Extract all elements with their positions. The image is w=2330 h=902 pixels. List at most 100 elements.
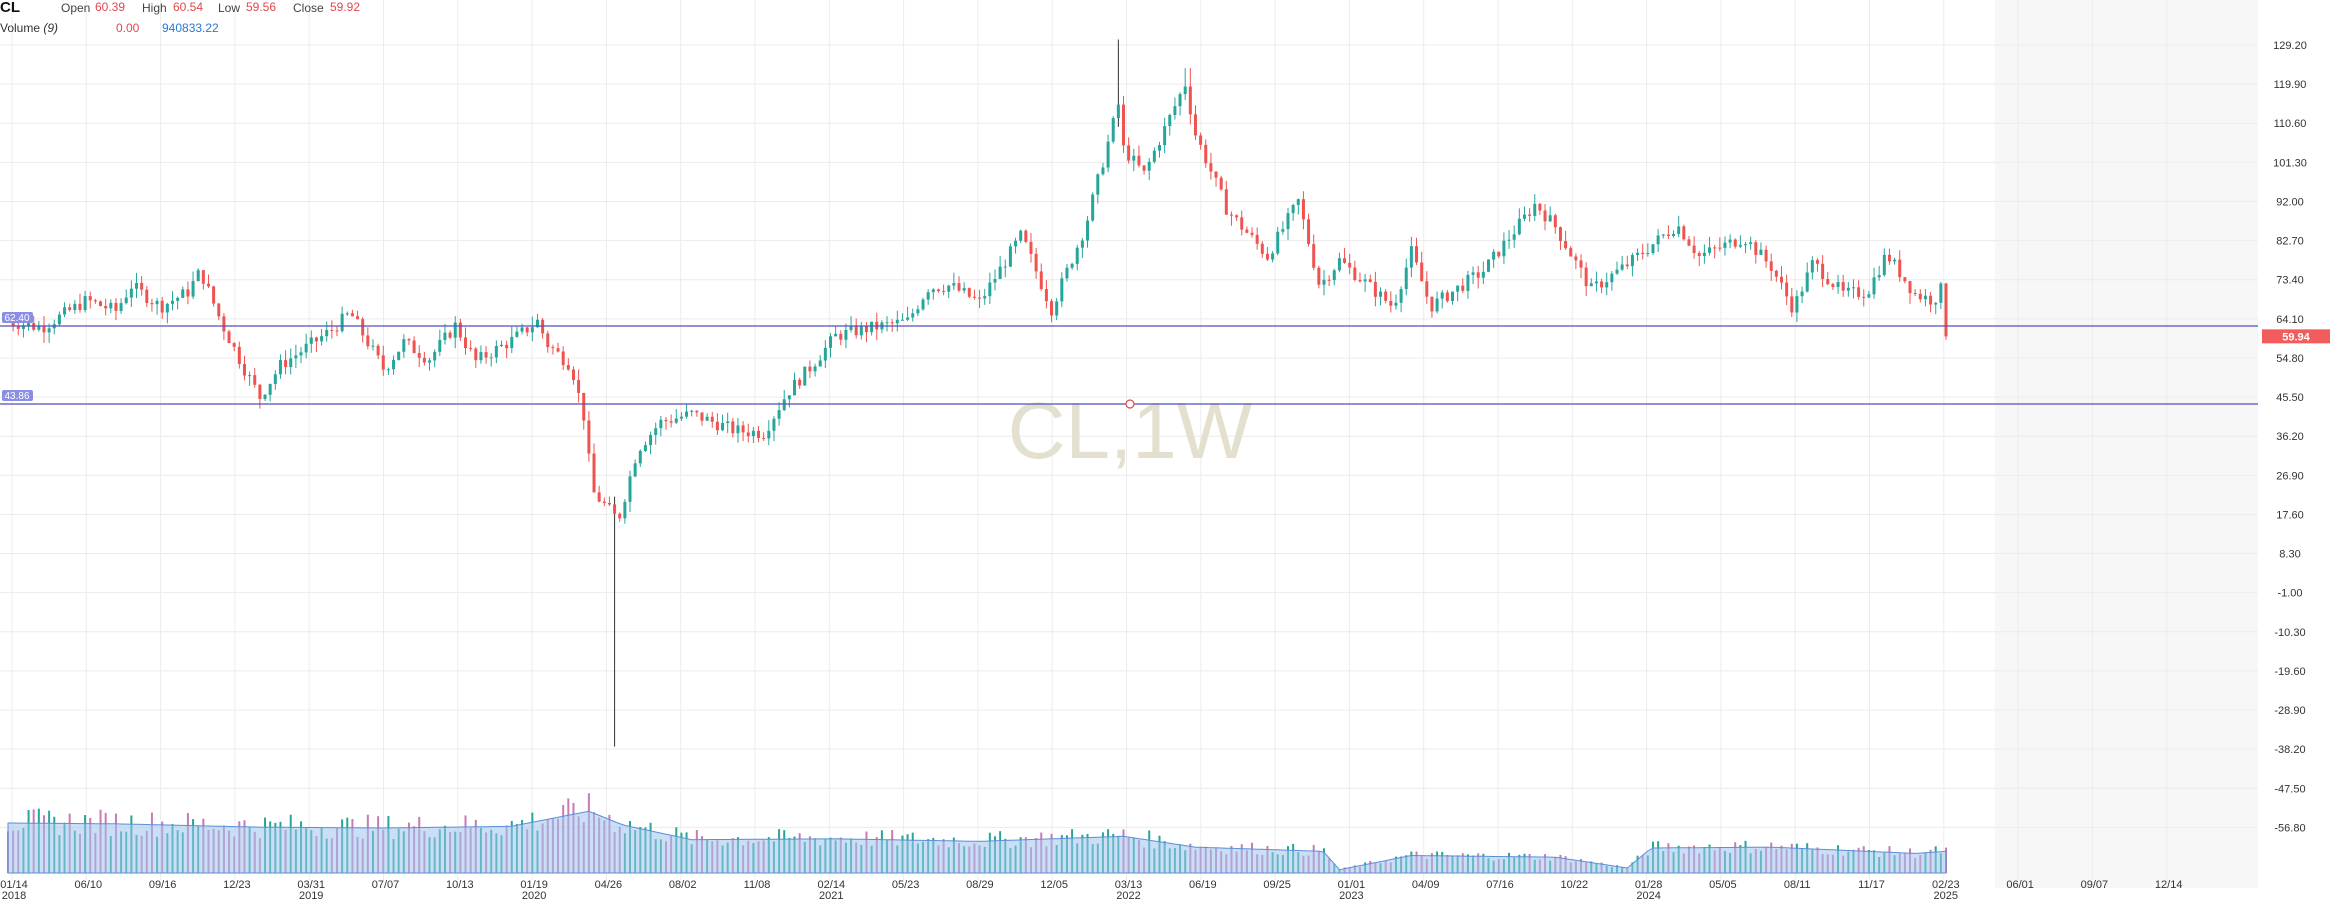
y-tick-label: 26.90 bbox=[2276, 470, 2304, 482]
candle-body bbox=[1620, 264, 1624, 270]
candle-body bbox=[412, 340, 416, 354]
candle-body bbox=[1348, 262, 1352, 268]
candle-body bbox=[1821, 263, 1825, 279]
candle-body bbox=[1790, 296, 1794, 313]
candle-body bbox=[1836, 282, 1840, 288]
candle bbox=[1235, 214, 1239, 221]
candle bbox=[1939, 281, 1943, 310]
candle bbox=[685, 403, 689, 419]
candle-body bbox=[1111, 118, 1115, 142]
candle bbox=[1116, 39, 1120, 127]
candle-body bbox=[1553, 215, 1557, 228]
candle-body bbox=[1903, 277, 1907, 282]
candle bbox=[813, 363, 817, 377]
candle-body bbox=[1358, 280, 1362, 282]
candle bbox=[767, 420, 771, 446]
candle-body bbox=[1466, 274, 1470, 291]
candle-body bbox=[386, 369, 390, 371]
candle bbox=[1522, 206, 1526, 222]
candle-body bbox=[186, 289, 190, 297]
open-value: 60.39 bbox=[95, 0, 126, 14]
candle bbox=[793, 372, 797, 396]
candle-body bbox=[679, 416, 683, 419]
candle bbox=[1481, 261, 1485, 285]
candle bbox=[273, 370, 277, 390]
hline-label-bg bbox=[2, 389, 33, 401]
candle-body bbox=[1384, 291, 1388, 301]
candle-body bbox=[1492, 251, 1496, 260]
candle-body bbox=[1050, 301, 1054, 316]
candle-body bbox=[618, 513, 622, 519]
candle-body bbox=[1440, 292, 1444, 299]
candle-body bbox=[1080, 240, 1084, 248]
candle-body bbox=[1672, 234, 1676, 236]
x-tick-label: 08/29 bbox=[966, 879, 994, 891]
candle-body bbox=[1564, 241, 1568, 249]
candle bbox=[1039, 263, 1043, 291]
close-value: 59.92 bbox=[330, 0, 361, 14]
candle-body bbox=[1908, 281, 1912, 294]
candle bbox=[1620, 256, 1624, 272]
candle-body bbox=[1034, 253, 1038, 272]
candle-body bbox=[1240, 217, 1244, 230]
candle-body bbox=[571, 369, 575, 380]
candle-body bbox=[1024, 230, 1028, 242]
candle bbox=[299, 346, 303, 364]
candle-body bbox=[93, 300, 97, 302]
candle bbox=[916, 305, 920, 317]
hline-label: 43.86 bbox=[4, 391, 29, 402]
candle-body bbox=[551, 347, 555, 349]
candle-body bbox=[381, 355, 385, 370]
candle bbox=[1101, 162, 1105, 176]
candle-body bbox=[1584, 267, 1588, 287]
candle-body bbox=[78, 303, 82, 311]
candle bbox=[1754, 240, 1758, 264]
candle-body bbox=[330, 329, 334, 331]
candle-body bbox=[1893, 259, 1897, 262]
candle bbox=[880, 320, 884, 334]
candle bbox=[741, 421, 745, 442]
candle bbox=[1810, 256, 1814, 280]
candle-body bbox=[535, 319, 539, 328]
grid-lines bbox=[0, 0, 2258, 880]
volume-period: (9) bbox=[43, 21, 59, 35]
candle-body bbox=[1008, 246, 1012, 267]
candle bbox=[571, 366, 575, 385]
candle-body bbox=[1641, 252, 1645, 255]
candle-body bbox=[1245, 229, 1249, 233]
candle-body bbox=[453, 322, 457, 338]
candle-body bbox=[597, 492, 601, 502]
candle bbox=[129, 280, 133, 307]
candle bbox=[746, 423, 750, 443]
candle-body bbox=[931, 289, 935, 293]
candle-body bbox=[1656, 235, 1660, 245]
candle-body bbox=[299, 352, 303, 356]
candle bbox=[1394, 294, 1398, 310]
candle-body bbox=[356, 316, 360, 320]
candle bbox=[1625, 255, 1629, 270]
candle bbox=[1461, 278, 1465, 294]
candle-body bbox=[1517, 218, 1521, 235]
candle bbox=[356, 310, 360, 320]
candle bbox=[1918, 289, 1922, 303]
candle-body bbox=[1142, 165, 1146, 171]
candle bbox=[1250, 227, 1254, 238]
candle-body bbox=[772, 418, 776, 431]
candle bbox=[155, 297, 159, 315]
candle-body bbox=[1451, 291, 1455, 301]
y-axis: 129.20 119.90 110.60 101.30 92.00 82.70 73.40 6… bbox=[2273, 40, 2307, 834]
candle bbox=[1379, 287, 1383, 306]
candle-body bbox=[1661, 234, 1665, 236]
candle bbox=[386, 367, 390, 375]
candle bbox=[1291, 203, 1295, 221]
candle-body bbox=[1687, 239, 1691, 246]
candle-body bbox=[967, 288, 971, 297]
candle-body bbox=[237, 346, 241, 365]
candle-body bbox=[1260, 243, 1264, 254]
candle-body bbox=[736, 425, 740, 434]
candle-body bbox=[731, 421, 735, 434]
candle-body bbox=[335, 330, 339, 332]
candle bbox=[1404, 258, 1408, 296]
